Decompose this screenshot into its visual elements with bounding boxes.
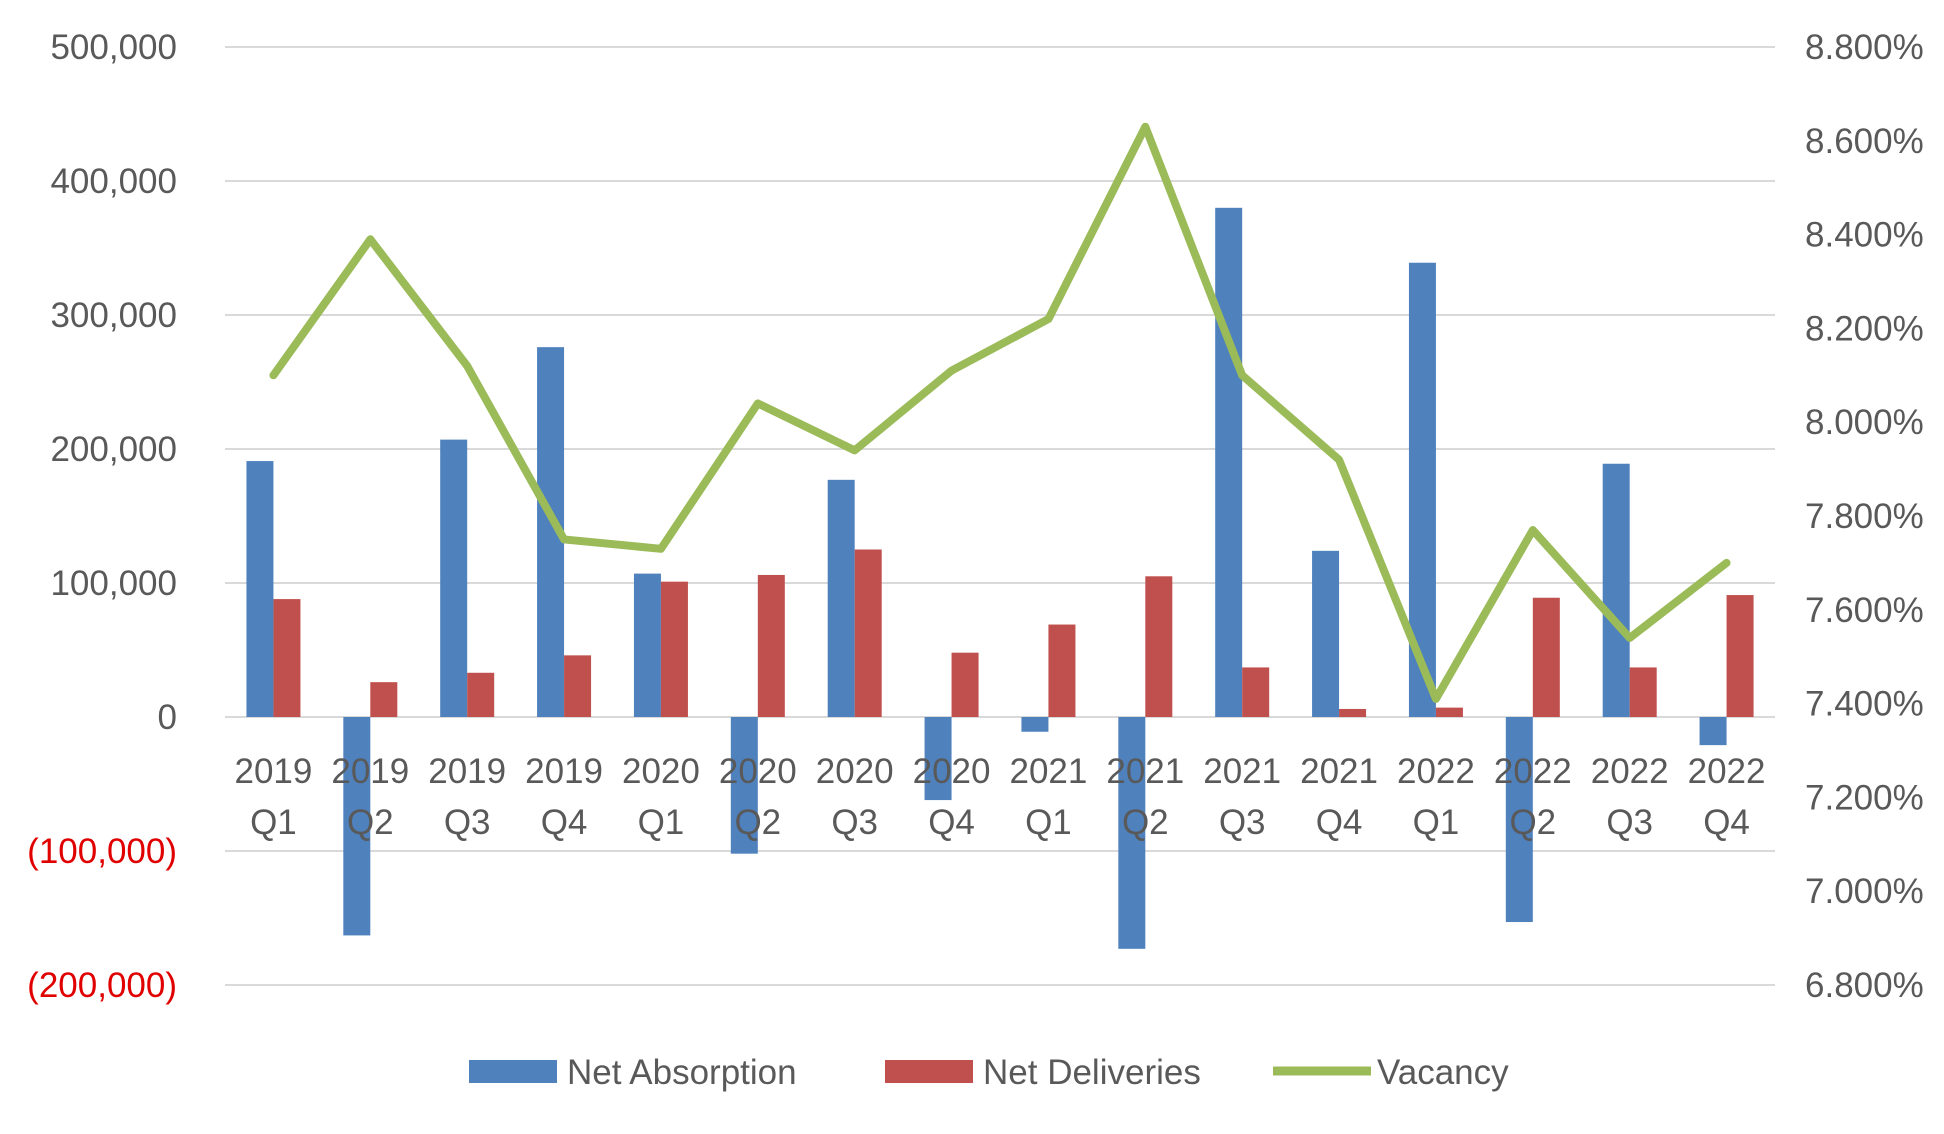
category-quarter-label-12: Q1 [1413,803,1460,842]
left-axis: 500,000 400,000 300,000 200,000 100,000 0 (100… [27,28,177,1005]
right-tick-label-8: 7.200% [1805,778,1924,817]
net-absorption-bar-6 [827,479,855,717]
category-year-label-8: 2021 [1010,752,1088,791]
left-tick-label-4: 100,000 [50,564,177,603]
category-year-label-2: 2019 [428,752,506,791]
legend-label-net-absorption: Net Absorption [567,1053,797,1092]
bars [246,207,1754,949]
net-deliveries-bar-1 [370,682,398,717]
left-tick-label-7: (200,000) [27,966,177,1005]
left-tick-label-6: (100,000) [27,832,177,871]
net-deliveries-bar-5 [757,574,785,717]
legend-swatch-net-deliveries [885,1060,973,1083]
net-deliveries-bar-9 [1145,576,1173,717]
category-year-label-9: 2021 [1106,752,1184,791]
category-quarter-label-6: Q3 [831,803,878,842]
right-tick-label-6: 7.600% [1805,591,1924,630]
net-deliveries-bar-2 [467,672,495,717]
net-absorption-bar-15 [1699,717,1727,746]
category-quarter-label-10: Q3 [1219,803,1266,842]
vacancy-line-group [269,122,1731,703]
net-deliveries-bar-14 [1629,667,1657,717]
legend: Net Absorption Net Deliveries Vacancy [469,1053,1509,1092]
net-absorption-bar-5 [730,717,758,854]
legend-label-net-deliveries: Net Deliveries [983,1053,1201,1092]
category-year-label-12: 2022 [1397,752,1475,791]
category-year-label-11: 2021 [1300,752,1378,791]
category-quarter-label-2: Q3 [444,803,491,842]
net-deliveries-bar-3 [564,655,592,717]
net-absorption-bar-9 [1118,717,1146,949]
category-year-label-0: 2019 [235,752,313,791]
net-deliveries-bar-10 [1242,667,1270,717]
category-quarter-label-11: Q4 [1316,803,1363,842]
right-tick-label-2: 8.400% [1805,216,1924,255]
legend-label-vacancy: Vacancy [1377,1053,1509,1092]
net-absorption-bar-8 [1021,717,1049,732]
net-deliveries-bar-8 [1048,624,1076,717]
category-year-label-10: 2021 [1203,752,1281,791]
right-tick-label-9: 7.000% [1805,872,1924,911]
category-quarter-label-7: Q4 [928,803,975,842]
net-absorption-bar-10 [1215,207,1243,718]
category-year-label-5: 2020 [719,752,797,791]
left-tick-label-2: 300,000 [50,296,177,335]
category-year-label-15: 2022 [1688,752,1766,791]
net-deliveries-bar-4 [660,581,688,717]
net-absorption-bar-1 [343,717,371,936]
category-axis: 2019 Q1 2019 Q2 2019 Q3 2019 Q4 2020 Q1 2020 Q2 2020… [235,752,1766,842]
net-absorption-bar-7 [924,717,952,801]
right-tick-label-4: 8.000% [1805,403,1924,442]
net-deliveries-bar-12 [1435,707,1463,717]
category-quarter-label-4: Q1 [638,803,685,842]
net-deliveries-bar-0 [273,599,301,717]
left-tick-label-5: 0 [158,698,177,737]
net-absorption-bar-14 [1602,463,1630,717]
net-absorption-bar-4 [633,573,661,717]
net-deliveries-bar-15 [1726,595,1754,717]
net-absorption-bar-2 [440,439,468,717]
right-tick-label-1: 8.600% [1805,122,1924,161]
net-absorption-bar-11 [1312,550,1340,717]
category-quarter-label-1: Q2 [347,803,394,842]
left-tick-label-3: 200,000 [50,430,177,469]
category-quarter-label-8: Q1 [1025,803,1072,842]
right-tick-label-5: 7.800% [1805,497,1924,536]
category-year-label-6: 2020 [816,752,894,791]
category-quarter-label-15: Q4 [1703,803,1750,842]
vacancy-line [269,122,1731,703]
category-year-label-14: 2022 [1591,752,1669,791]
right-tick-label-10: 6.800% [1805,966,1924,1005]
gridlines [225,46,1775,986]
category-year-label-3: 2019 [525,752,603,791]
category-quarter-label-13: Q2 [1509,803,1556,842]
left-tick-label-1: 400,000 [50,162,177,201]
net-absorption-bar-13 [1505,717,1533,923]
category-quarter-label-3: Q4 [541,803,588,842]
net-deliveries-bar-6 [854,549,882,717]
category-quarter-label-9: Q2 [1122,803,1169,842]
category-year-label-1: 2019 [331,752,409,791]
category-year-label-7: 2020 [913,752,991,791]
right-tick-label-3: 8.200% [1805,309,1924,348]
category-quarter-label-5: Q2 [734,803,781,842]
category-quarter-label-0: Q1 [250,803,297,842]
net-deliveries-bar-13 [1532,597,1560,717]
right-axis: 8.800% 8.600% 8.400% 8.200% 8.000% 7.800% 7.60… [1805,28,1924,1005]
net-deliveries-bar-7 [951,652,979,717]
net-absorption-bar-0 [246,461,274,717]
right-tick-label-7: 7.400% [1805,685,1924,724]
category-quarter-label-14: Q3 [1606,803,1653,842]
category-year-label-4: 2020 [622,752,700,791]
category-year-label-13: 2022 [1494,752,1572,791]
right-tick-label-0: 8.800% [1805,28,1924,67]
legend-swatch-net-absorption [469,1060,557,1083]
left-tick-label-0: 500,000 [50,28,177,67]
net-deliveries-bar-11 [1339,708,1367,717]
